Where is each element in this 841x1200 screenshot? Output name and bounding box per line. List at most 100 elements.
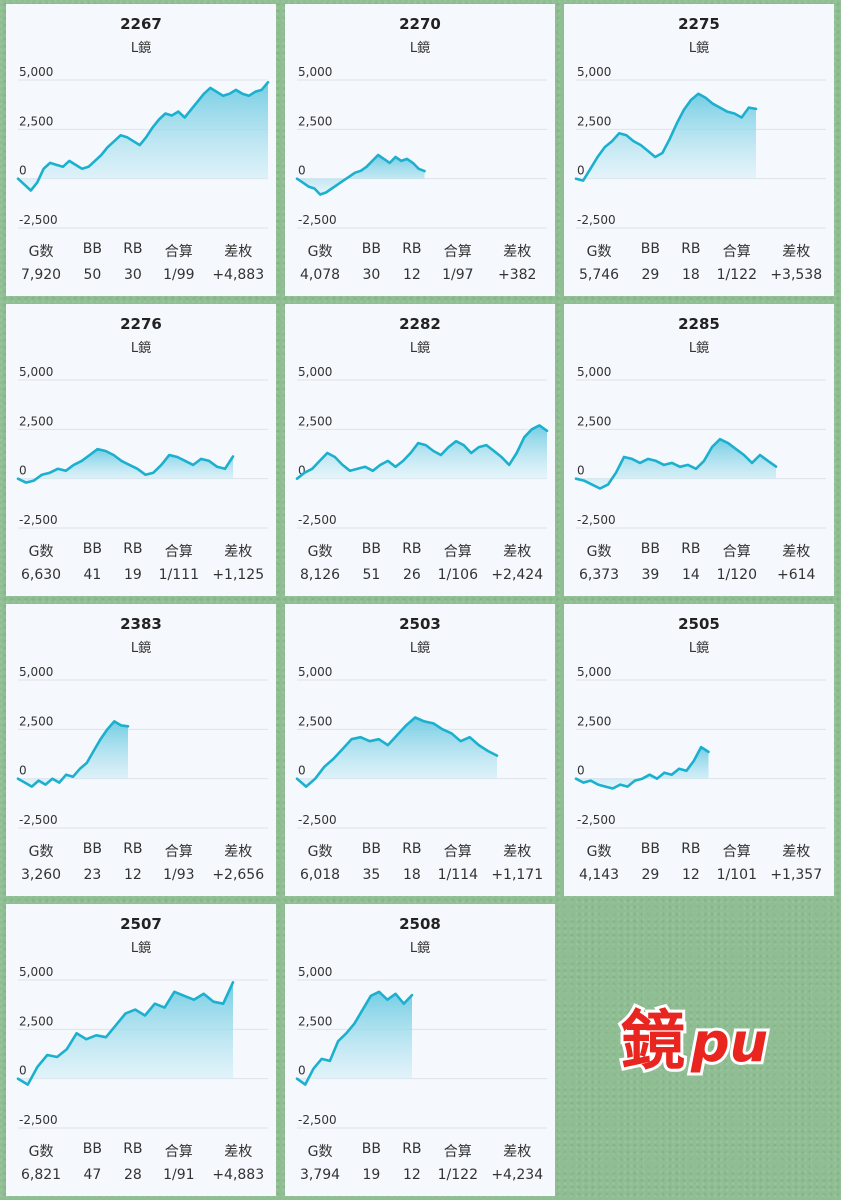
y-tick-label: -2,500 [298,1113,337,1127]
chart-title: 2507 [120,915,162,933]
y-tick-label: -2,500 [19,813,58,827]
data-point [95,1034,98,1037]
data-point [354,171,356,174]
chart-plot: 5,000 2,500 0 -2,500 [16,965,268,1129]
data-point [515,452,518,454]
data-point [329,1060,331,1062]
data-point [301,181,304,184]
data-point [611,140,613,143]
chart-subtitle: L鏡 [130,941,152,956]
stats-table: G数 BB RB 合算 差枚 3,260 23 12 1/93 +2,656 [10,841,272,883]
y-tick-label: -2,500 [298,513,337,527]
stat-header: RB [123,1141,143,1157]
stat-header: 合算 [722,544,751,560]
stat-value: 29 [641,267,660,283]
y-tick-label: 2,500 [577,714,611,728]
y-tick-label: 2,500 [19,114,53,128]
series-area [18,721,128,787]
data-point [25,481,27,484]
data-point [72,464,75,466]
data-point [208,460,211,462]
data-point [224,467,226,470]
chart-title: 2508 [399,915,441,933]
chart-card-2275: 2275 L鏡 5,000 2,500 0 -2,500 G数 BB RB 合算 差枚 5,746 29… [564,4,834,296]
data-point [733,112,736,115]
data-point [81,167,83,170]
chart-plot: 5,000 2,500 0 -2,500 [16,665,268,829]
series-area [297,991,412,1085]
stat-header: 差枚 [782,844,811,860]
data-point [632,140,635,143]
data-point [46,1054,49,1056]
data-point [394,465,397,468]
stat-value: 6,821 [21,1167,62,1183]
data-point [409,452,412,454]
data-point [193,998,195,1001]
data-point [247,94,250,97]
data-point [361,1008,364,1011]
data-point [386,998,389,1001]
data-point [177,110,180,113]
y-tick-label: 0 [298,1064,306,1078]
stat-header: BB [361,1141,381,1157]
stat-header: BB [82,241,102,257]
y-tick-label: 5,000 [298,65,332,79]
series-area [576,747,709,789]
data-point [320,1058,323,1060]
data-point [196,100,199,103]
stat-header: RB [402,241,422,257]
stat-header: 合算 [164,244,193,260]
data-point [668,138,671,141]
chart-subtitle: L鏡 [409,41,431,56]
data-point [423,720,426,723]
data-point [200,458,203,460]
stat-header: G数 [28,244,54,260]
y-tick-label: -2,500 [19,513,58,527]
data-point [26,1083,29,1086]
data-point [654,156,657,158]
chart-subtitle: L鏡 [688,41,710,56]
data-point [138,144,141,147]
chart-subtitle: L鏡 [409,941,431,956]
y-tick-label: 5,000 [19,965,53,979]
y-tick-label: 0 [19,764,27,778]
data-point [596,156,599,158]
stat-header: 合算 [722,844,751,860]
data-point [611,787,614,790]
data-point [307,185,310,188]
series-area [576,439,776,489]
chart-title: 2267 [120,15,162,33]
data-point [447,446,450,448]
stat-header: 合算 [722,244,751,260]
stats-table: G数 BB RB 合算 差枚 6,821 47 28 1/91 +4,883 [10,1141,272,1183]
data-point [625,134,628,137]
chart-plot: 5,000 2,500 0 -2,500 [574,665,826,829]
y-tick-label: -2,500 [577,813,616,827]
data-point [583,479,585,482]
data-point [675,122,678,125]
data-point [349,469,351,472]
chart-title: 2383 [120,615,162,633]
data-point [603,146,606,149]
data-point [92,750,95,752]
data-point [711,102,714,105]
data-point [641,777,644,780]
stat-header: G数 [28,544,54,560]
data-point [160,464,163,466]
data-point [120,460,123,462]
data-point [538,424,541,427]
stat-header: RB [681,241,701,257]
y-tick-label: 0 [298,164,306,178]
stat-header: G数 [307,544,333,560]
stat-value: +1,125 [212,567,265,583]
kagami-pu-logo: 鏡 pu [618,1002,771,1082]
data-point [440,454,442,456]
chart-plot: 5,000 2,500 0 -2,500 [16,65,270,229]
data-point [42,167,45,170]
data-point [631,458,633,460]
data-point [597,783,599,786]
stat-value: +1,171 [491,867,544,883]
data-point [94,160,96,162]
data-point [232,981,234,984]
data-point [656,777,658,780]
